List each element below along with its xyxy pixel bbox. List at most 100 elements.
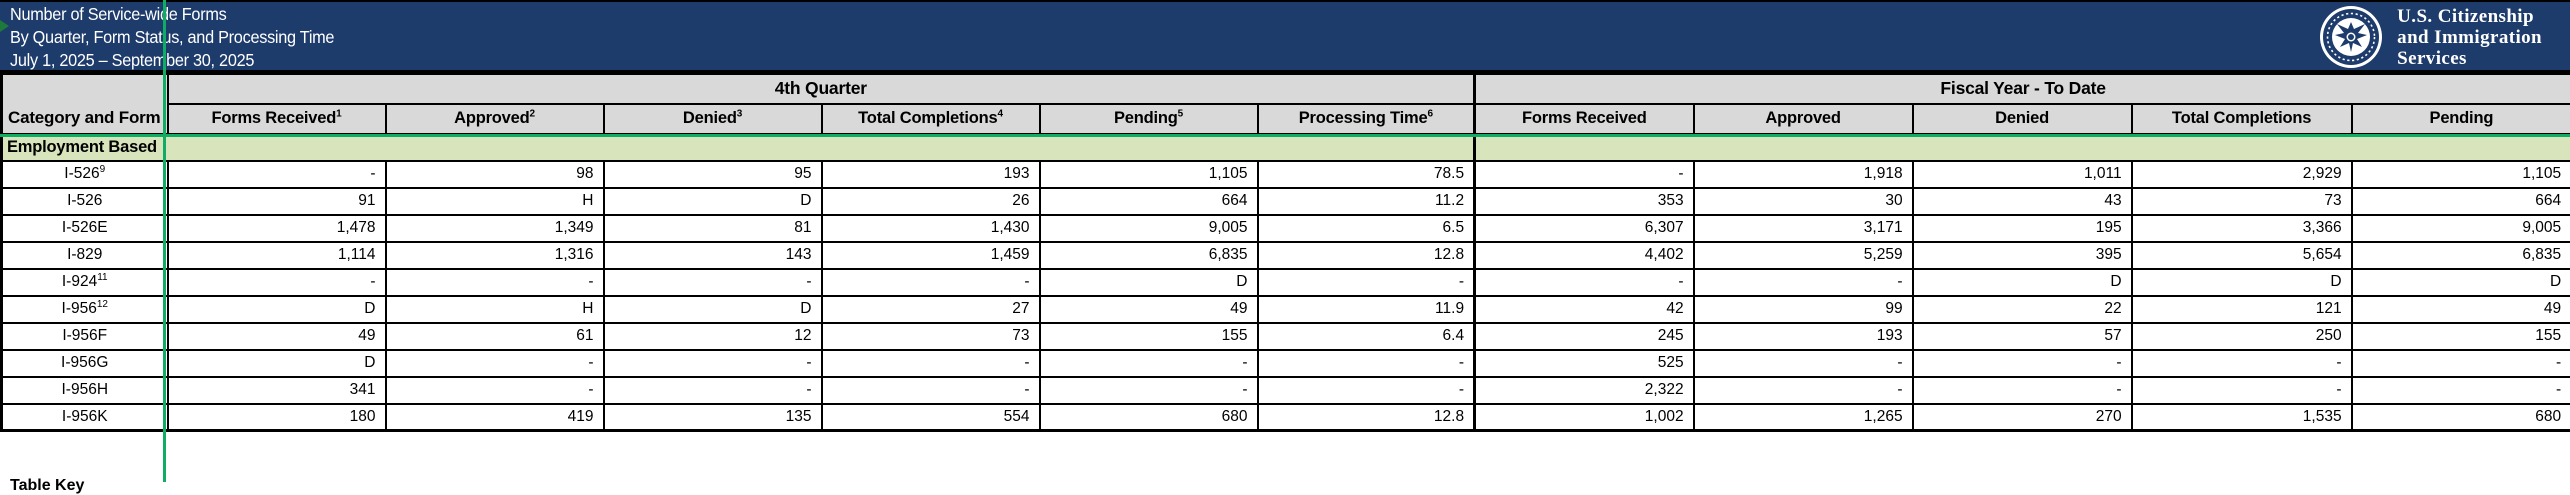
q4-value-cell[interactable]: 135 xyxy=(604,404,822,431)
column-header[interactable]: Pending5 xyxy=(1040,104,1258,134)
fy-value-cell[interactable]: 5,259 xyxy=(1694,242,1913,269)
q4-value-cell[interactable]: - xyxy=(604,377,822,404)
form-label-cell[interactable]: I-92411 xyxy=(2,269,168,296)
column-header[interactable]: Processing Time6 xyxy=(1258,104,1475,134)
section-header-cell-right[interactable] xyxy=(1475,134,2570,161)
column-header[interactable]: Denied3 xyxy=(604,104,822,134)
form-label-cell[interactable]: I-5269 xyxy=(2,161,168,188)
fy-value-cell[interactable]: 73 xyxy=(2132,188,2352,215)
q4-value-cell[interactable]: 554 xyxy=(822,404,1040,431)
q4-value-cell[interactable]: - xyxy=(604,269,822,296)
q4-value-cell[interactable]: 11.9 xyxy=(1258,296,1475,323)
fy-value-cell[interactable]: 1,105 xyxy=(2352,161,2570,188)
q4-value-cell[interactable]: - xyxy=(822,269,1040,296)
q4-value-cell[interactable]: 1,105 xyxy=(1040,161,1258,188)
fy-value-cell[interactable]: 6,307 xyxy=(1475,215,1694,242)
column-header[interactable]: Forms Received1 xyxy=(168,104,386,134)
fy-value-cell[interactable]: 525 xyxy=(1475,350,1694,377)
q4-value-cell[interactable]: 73 xyxy=(822,323,1040,350)
fy-value-cell[interactable]: 680 xyxy=(2352,404,2570,431)
fy-value-cell[interactable]: 6,835 xyxy=(2352,242,2570,269)
fy-value-cell[interactable]: 155 xyxy=(2352,323,2570,350)
q4-value-cell[interactable]: 12.8 xyxy=(1258,404,1475,431)
form-label-cell[interactable]: I-956G xyxy=(2,350,168,377)
q4-value-cell[interactable]: 6,835 xyxy=(1040,242,1258,269)
corner-header-cell[interactable]: Category and Form xyxy=(2,74,168,134)
fy-value-cell[interactable]: 9,005 xyxy=(2352,215,2570,242)
fy-value-cell[interactable]: 664 xyxy=(2352,188,2570,215)
quarter-group-header[interactable]: 4th Quarter xyxy=(168,74,1475,104)
q4-value-cell[interactable]: 1,478 xyxy=(168,215,386,242)
q4-value-cell[interactable]: D xyxy=(604,296,822,323)
column-header[interactable]: Total Completions4 xyxy=(822,104,1040,134)
fy-value-cell[interactable]: 49 xyxy=(2352,296,2570,323)
q4-value-cell[interactable]: D xyxy=(1040,269,1258,296)
q4-value-cell[interactable]: 95 xyxy=(604,161,822,188)
q4-value-cell[interactable]: - xyxy=(1040,377,1258,404)
q4-value-cell[interactable]: 180 xyxy=(168,404,386,431)
fy-value-cell[interactable]: D xyxy=(2352,269,2570,296)
fy-value-cell[interactable]: 2,322 xyxy=(1475,377,1694,404)
fiscal-year-group-header[interactable]: Fiscal Year - To Date xyxy=(1475,74,2570,104)
fy-value-cell[interactable]: 395 xyxy=(1913,242,2132,269)
form-label-cell[interactable]: I-95612 xyxy=(2,296,168,323)
fy-value-cell[interactable]: 3,366 xyxy=(2132,215,2352,242)
q4-value-cell[interactable]: - xyxy=(1258,269,1475,296)
q4-value-cell[interactable]: - xyxy=(822,350,1040,377)
fy-value-cell[interactable]: 1,265 xyxy=(1694,404,1913,431)
fy-value-cell[interactable]: - xyxy=(1913,350,2132,377)
q4-value-cell[interactable]: 91 xyxy=(168,188,386,215)
column-header[interactable]: Approved xyxy=(1694,104,1913,134)
fy-value-cell[interactable]: 1,011 xyxy=(1913,161,2132,188)
q4-value-cell[interactable]: D xyxy=(168,350,386,377)
fy-value-cell[interactable]: - xyxy=(1475,161,1694,188)
q4-value-cell[interactable]: 11.2 xyxy=(1258,188,1475,215)
q4-value-cell[interactable]: 143 xyxy=(604,242,822,269)
fy-value-cell[interactable]: 1,918 xyxy=(1694,161,1913,188)
q4-value-cell[interactable]: - xyxy=(822,377,1040,404)
q4-value-cell[interactable]: D xyxy=(168,296,386,323)
fy-value-cell[interactable]: - xyxy=(1694,269,1913,296)
column-header[interactable]: Pending xyxy=(2352,104,2570,134)
fy-value-cell[interactable]: 1,535 xyxy=(2132,404,2352,431)
q4-value-cell[interactable]: 1,430 xyxy=(822,215,1040,242)
fy-value-cell[interactable]: 43 xyxy=(1913,188,2132,215)
column-header[interactable]: Approved2 xyxy=(386,104,604,134)
fy-value-cell[interactable]: 1,002 xyxy=(1475,404,1694,431)
form-label-cell[interactable]: I-526E xyxy=(2,215,168,242)
q4-value-cell[interactable]: 27 xyxy=(822,296,1040,323)
fy-value-cell[interactable]: - xyxy=(1694,350,1913,377)
fy-value-cell[interactable]: D xyxy=(2132,269,2352,296)
q4-value-cell[interactable]: 1,316 xyxy=(386,242,604,269)
form-label-cell[interactable]: I-956K xyxy=(2,404,168,431)
q4-value-cell[interactable]: - xyxy=(386,350,604,377)
column-header[interactable]: Total Completions xyxy=(2132,104,2352,134)
fy-value-cell[interactable]: - xyxy=(1475,269,1694,296)
q4-value-cell[interactable]: 49 xyxy=(168,323,386,350)
section-header-cell[interactable]: Employment Based xyxy=(2,134,1475,161)
fy-value-cell[interactable]: - xyxy=(2132,377,2352,404)
q4-value-cell[interactable]: 664 xyxy=(1040,188,1258,215)
q4-value-cell[interactable]: 78.5 xyxy=(1258,161,1475,188)
q4-value-cell[interactable]: - xyxy=(386,377,604,404)
fy-value-cell[interactable]: - xyxy=(2352,377,2570,404)
fy-value-cell[interactable]: 30 xyxy=(1694,188,1913,215)
q4-value-cell[interactable]: D xyxy=(604,188,822,215)
fy-value-cell[interactable]: 57 xyxy=(1913,323,2132,350)
fy-value-cell[interactable]: - xyxy=(1694,377,1913,404)
fy-value-cell[interactable]: 193 xyxy=(1694,323,1913,350)
fy-value-cell[interactable]: 2,929 xyxy=(2132,161,2352,188)
q4-value-cell[interactable]: 9,005 xyxy=(1040,215,1258,242)
form-label-cell[interactable]: I-956F xyxy=(2,323,168,350)
q4-value-cell[interactable]: 680 xyxy=(1040,404,1258,431)
q4-value-cell[interactable]: 193 xyxy=(822,161,1040,188)
q4-value-cell[interactable]: H xyxy=(386,296,604,323)
fy-value-cell[interactable]: D xyxy=(1913,269,2132,296)
fy-value-cell[interactable]: - xyxy=(1913,377,2132,404)
q4-value-cell[interactable]: - xyxy=(604,350,822,377)
q4-value-cell[interactable]: 6.5 xyxy=(1258,215,1475,242)
q4-value-cell[interactable]: 419 xyxy=(386,404,604,431)
fy-value-cell[interactable]: 195 xyxy=(1913,215,2132,242)
q4-value-cell[interactable]: 81 xyxy=(604,215,822,242)
q4-value-cell[interactable]: 6.4 xyxy=(1258,323,1475,350)
